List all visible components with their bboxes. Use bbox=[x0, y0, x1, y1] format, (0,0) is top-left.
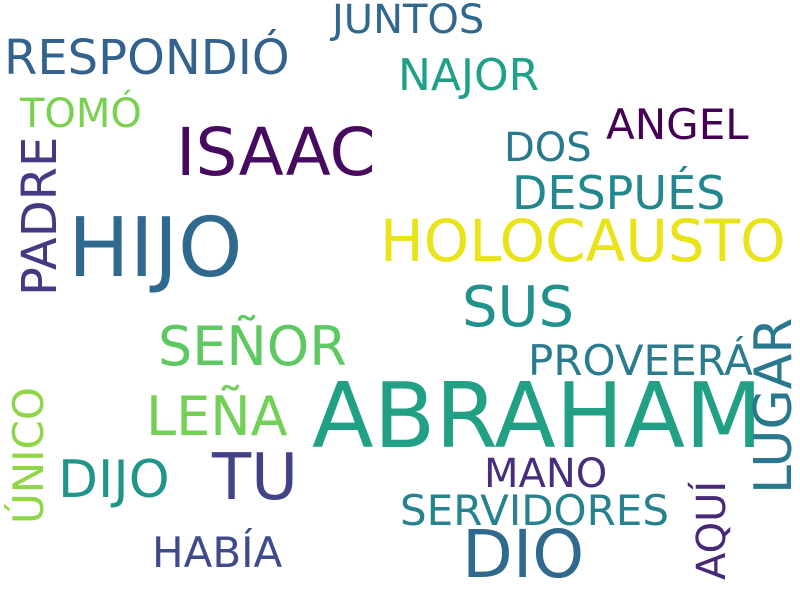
word-despues: DESPUÉS bbox=[512, 166, 726, 220]
word-juntos: JUNTOS bbox=[332, 0, 485, 43]
word-dio: DIO bbox=[462, 516, 585, 593]
word-sus: SUS bbox=[462, 275, 575, 340]
word-hijo: HIJO bbox=[68, 201, 243, 296]
word-padre: PADRE bbox=[12, 136, 68, 296]
word-najor: NAJOR bbox=[398, 50, 540, 101]
word-senor: SEÑOR bbox=[158, 315, 347, 378]
word-abraham: ABRAHAM bbox=[312, 364, 763, 469]
word-dos: DOS bbox=[504, 125, 592, 171]
word-servidores: SERVIDORES bbox=[400, 486, 669, 535]
word-holocausto: HOLOCAUSTO bbox=[380, 207, 786, 275]
word-tu: TU bbox=[212, 441, 298, 515]
word-angel: ANGEL bbox=[606, 100, 749, 149]
word-habia: HABÍA bbox=[152, 528, 283, 577]
word-lugar: LUGAR bbox=[744, 317, 800, 494]
word-aqui: AQUÍ bbox=[689, 480, 735, 580]
word-lena: LEÑA bbox=[146, 385, 288, 448]
word-unico: ÚNICO bbox=[4, 387, 53, 524]
word-proveera: PROVEERÁ bbox=[528, 336, 753, 385]
word-respondio: RESPONDIÓ bbox=[4, 30, 290, 86]
word-mano: MANO bbox=[484, 451, 608, 497]
word-dijo: DIJO bbox=[58, 450, 170, 510]
word-tomo: TOMÓ bbox=[20, 91, 142, 137]
word-isaac: ISAAC bbox=[176, 114, 376, 191]
